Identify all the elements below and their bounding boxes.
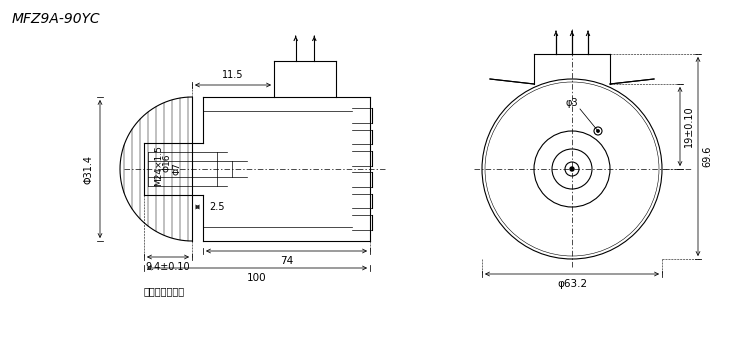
- Text: Φ31.4: Φ31.4: [84, 154, 94, 184]
- Text: Φ16: Φ16: [163, 153, 172, 172]
- Text: 69.6: 69.6: [702, 146, 712, 167]
- Text: 9.4±0.10: 9.4±0.10: [145, 262, 190, 272]
- Text: 2.5: 2.5: [209, 202, 225, 212]
- Circle shape: [570, 167, 574, 171]
- Text: 100: 100: [247, 273, 267, 283]
- Text: 74: 74: [280, 256, 293, 266]
- Text: 电磁铁得电位置: 电磁铁得电位置: [144, 286, 185, 296]
- Text: φ3: φ3: [565, 98, 578, 108]
- Text: M24×1.5: M24×1.5: [154, 145, 163, 186]
- Text: Φ7: Φ7: [172, 162, 181, 175]
- Text: 19±0.10: 19±0.10: [684, 106, 694, 147]
- Text: 11.5: 11.5: [222, 70, 244, 80]
- Text: φ63.2: φ63.2: [557, 279, 587, 289]
- Circle shape: [597, 130, 599, 132]
- Text: MFZ9A-90YC: MFZ9A-90YC: [12, 12, 101, 26]
